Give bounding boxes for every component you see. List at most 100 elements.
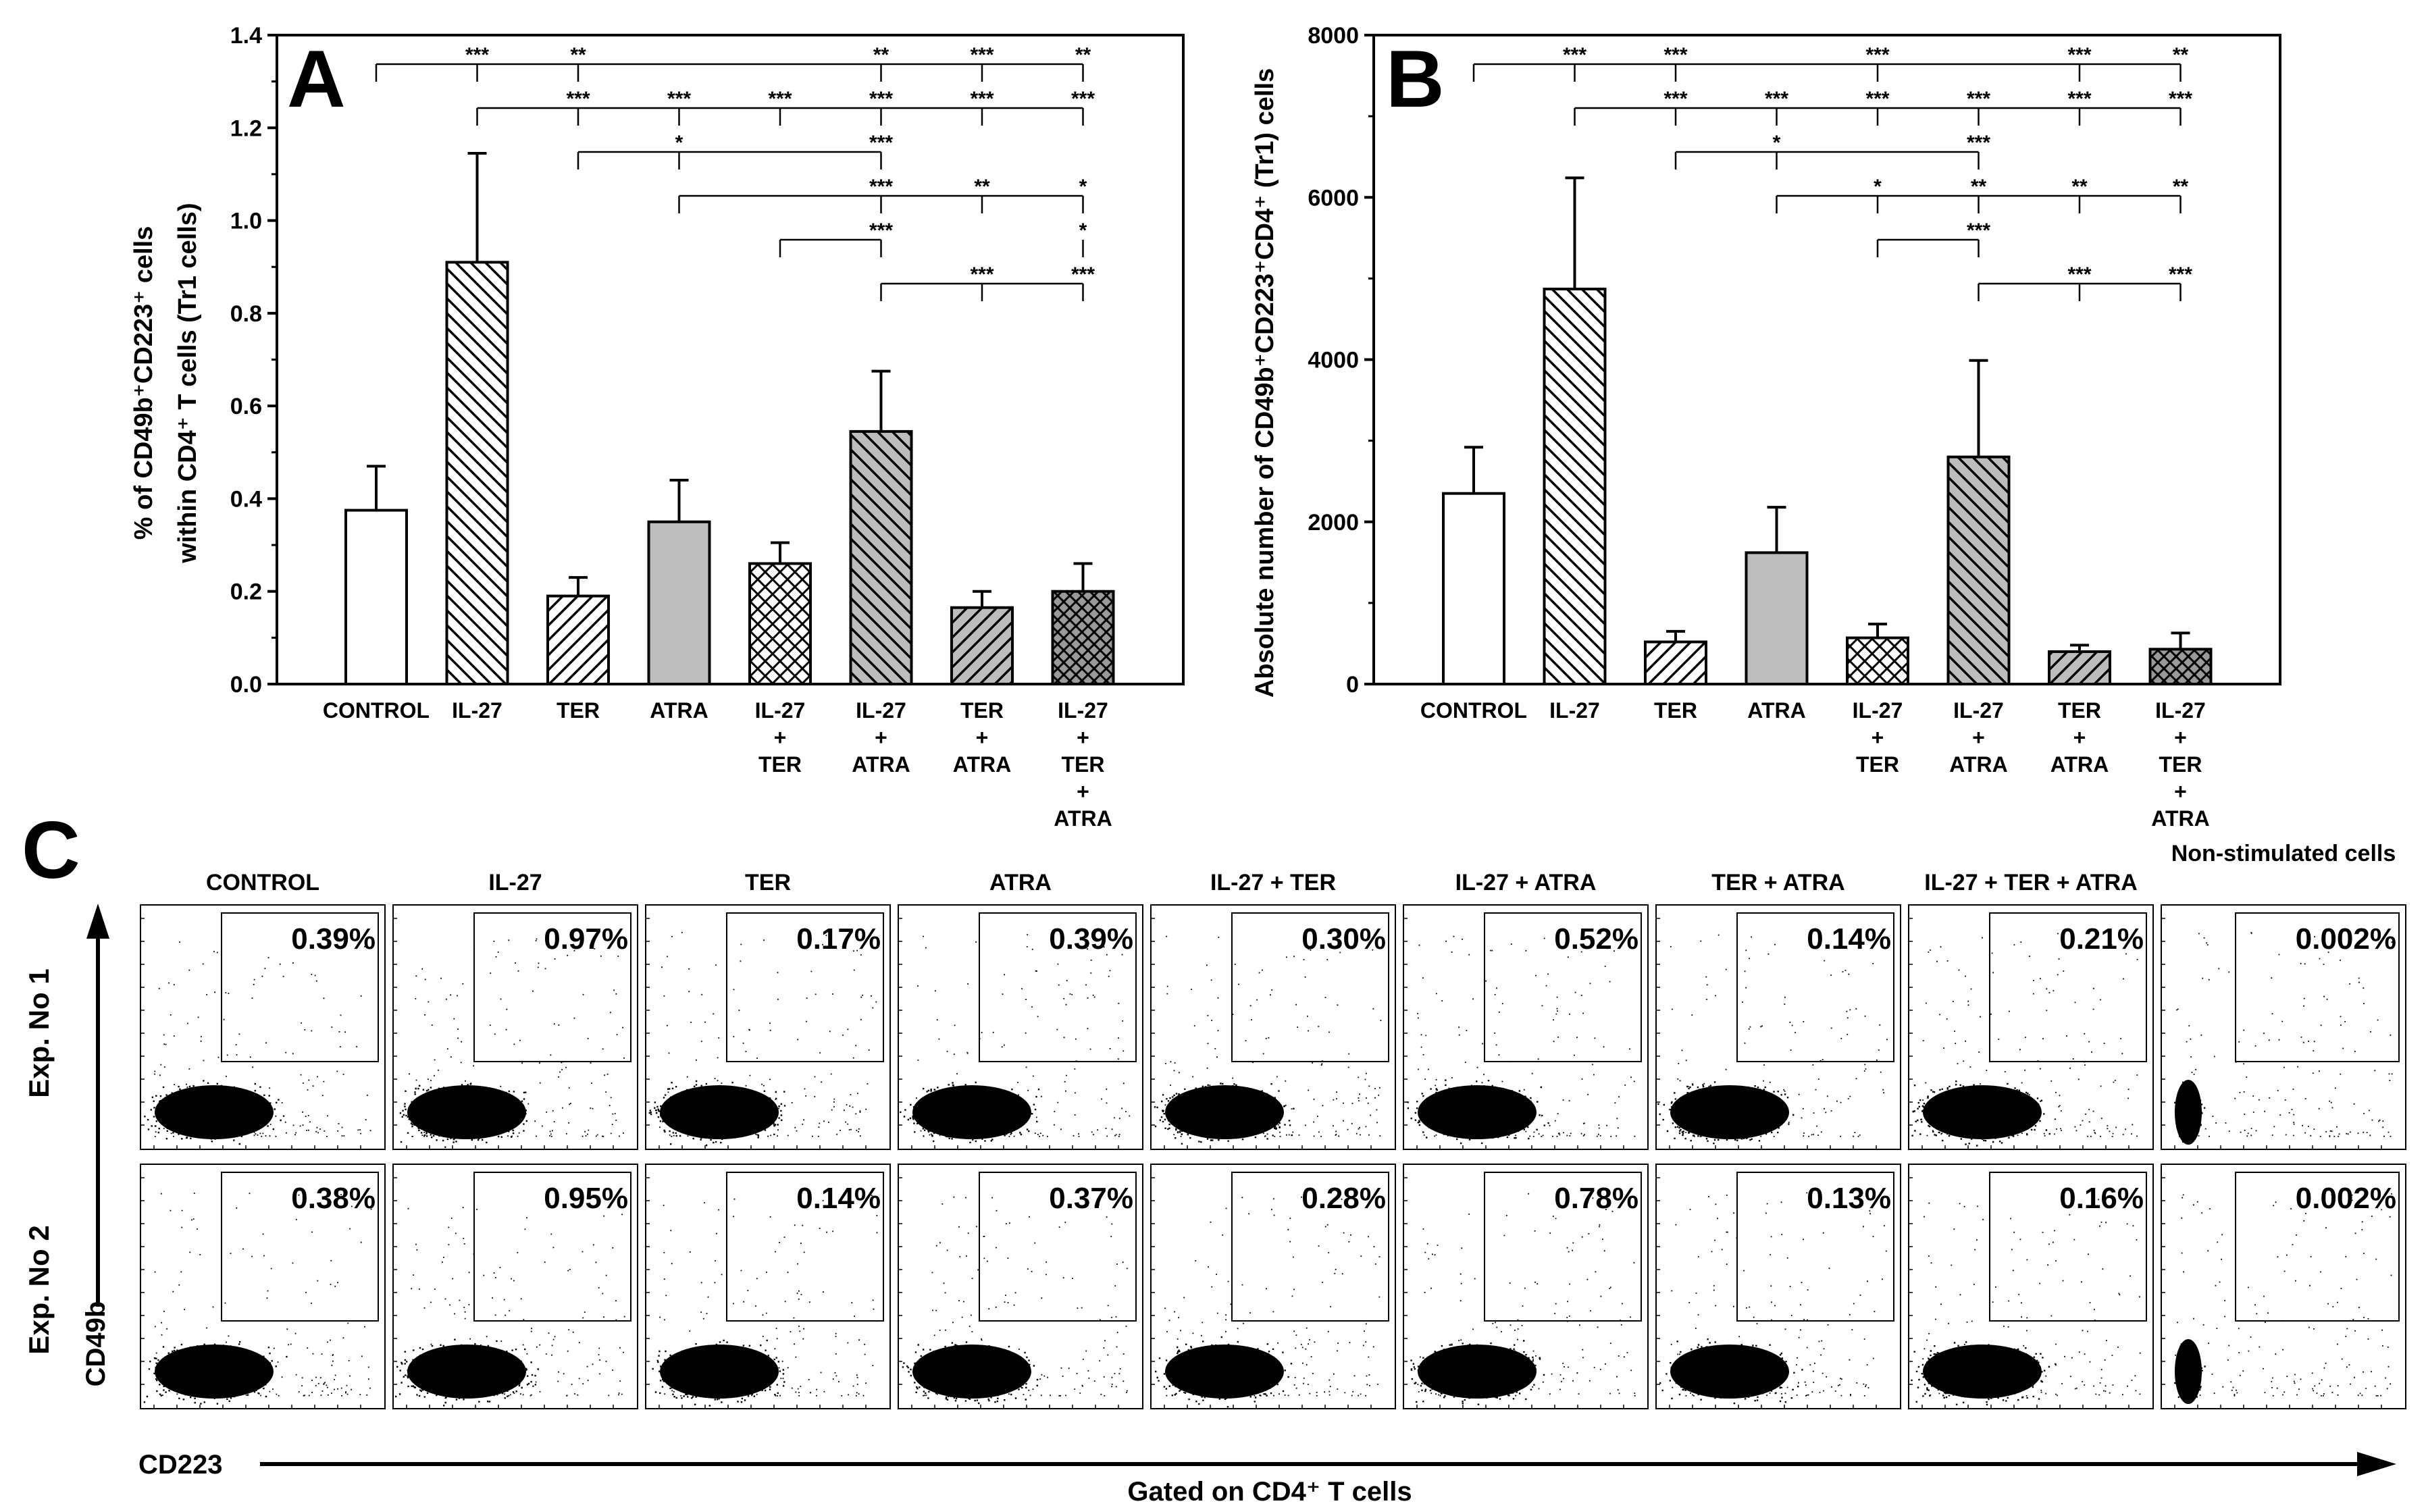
chart-a-category-label: IL-27 [452, 698, 502, 723]
flow-cell-population [1670, 1085, 1789, 1139]
chart-a-category-label: TER [960, 698, 1004, 723]
chart-a-sig-stars: ** [570, 44, 586, 66]
panel-label-b: B [1386, 34, 1445, 124]
chart-b-sig-stars: *** [1967, 88, 1990, 110]
chart-a-y-tick-label: 1.0 [230, 209, 262, 234]
chart-a-bar-7 [1051, 590, 1115, 686]
chart-a-sig-stars: * [1079, 219, 1087, 242]
chart-b-sig-stars: *** [1765, 88, 1788, 110]
y-axis-label-cd49b: CD49b [81, 1301, 111, 1387]
chart-b-bar-3 [1745, 551, 1809, 686]
chart-b-bar-0 [1442, 492, 1505, 685]
chart-a-y-tick-label: 0.0 [230, 672, 262, 698]
chart-a-category-label: TER [758, 752, 802, 777]
chart-b-category-label: IL-27 [1853, 698, 1903, 723]
condition-title-0: CONTROL [206, 870, 319, 895]
chart-a-sig-stars: *** [869, 132, 893, 154]
chart-b-sig-stars: ** [2173, 44, 2189, 66]
chart-b-sig-stars: ** [1971, 176, 1987, 198]
gate-percentage: 0.39% [1049, 922, 1133, 956]
chart-a-bar-5 [849, 429, 913, 685]
chart-a-sig-stars: * [675, 132, 683, 154]
flow-gate-quadrant [221, 1172, 379, 1322]
chart-b-sig-stars: *** [2169, 88, 2192, 110]
flow-cell-population [1165, 1085, 1284, 1139]
flow-cell-population [1418, 1085, 1537, 1139]
flow-cell-population [912, 1345, 1031, 1399]
row-label-exp1: Exp. No 1 [23, 968, 55, 1097]
chart-a-category-label: TER [557, 698, 600, 723]
condition-title-7: IL-27 + TER + ATRA [1924, 870, 2138, 895]
chart-b-category-label: + [1872, 725, 1884, 750]
x-axis-arrow-head [2357, 1452, 2396, 1476]
flow-cell-population [155, 1085, 274, 1139]
gate-percentage: 0.13% [1807, 1182, 1891, 1215]
chart-a-sig-stars: *** [869, 219, 893, 242]
gate-percentage: 0.17% [796, 922, 881, 956]
chart-b-category-label: CONTROL [1420, 698, 1527, 723]
chart-b-category-label: TER [2058, 698, 2101, 723]
flow-plot-frame [2161, 904, 2406, 1150]
chart-b-sig-stars: *** [1663, 44, 1687, 66]
chart-b-sig-stars: *** [1865, 88, 1889, 110]
chart-b-category-label: TER [1856, 752, 1899, 777]
chart-b-bar-4 [1846, 636, 1909, 685]
chart-a-sig-stars: *** [768, 88, 792, 110]
gate-percentage: 0.002% [2296, 1182, 2396, 1215]
chart-a-sig-stars: * [1079, 176, 1087, 198]
chart-a-sig-stars: *** [1071, 88, 1095, 110]
gate-percentage: 0.30% [1301, 922, 1386, 956]
flow-cell-population [660, 1345, 779, 1399]
flow-cell-population [1670, 1345, 1789, 1399]
panel-label-a: A [287, 34, 346, 124]
chart-a-y-tick-label: 0.2 [230, 579, 262, 605]
chart-a-sig-stars: *** [1071, 263, 1095, 286]
chart-b-category-label: IL-27 [1549, 698, 1600, 723]
chart-b-category-label: + [1972, 725, 1985, 750]
chart-a-category-label: + [976, 725, 989, 750]
gate-percentage: 0.37% [1049, 1182, 1133, 1215]
chart-a-bar-6 [950, 606, 1014, 685]
chart-b-bar-6 [2048, 650, 2111, 686]
chart-a: % of CD49b⁺CD223⁺ cells within CD4⁺ T ce… [130, 23, 1185, 831]
flow-gate-quadrant [221, 912, 379, 1062]
condition-title-3: ATRA [989, 870, 1052, 895]
chart-a-sig-stars: *** [566, 88, 590, 110]
condition-title-2: TER [745, 870, 791, 895]
chart-a-category-label: + [774, 725, 787, 750]
chart-a-bar-4 [748, 562, 812, 685]
chart-b: Absolute number of CD49b⁺CD223⁺CD4⁺ (Tr1… [1251, 23, 2281, 831]
flow-cell-population [1418, 1345, 1537, 1399]
chart-b-category-label: TER [1654, 698, 1697, 723]
flow-cell-population [1165, 1345, 1284, 1399]
x-axis-label-cd223: CD223 [138, 1450, 223, 1480]
chart-b-y-tick-label: 8000 [1308, 23, 1359, 49]
chart-a-category-label: IL-27 [1058, 698, 1108, 723]
condition-title-1: IL-27 [488, 870, 542, 895]
flow-gate-quadrant [726, 912, 884, 1062]
chart-a-category-label: IL-27 [856, 698, 906, 723]
flow-gate-quadrant [1736, 912, 1894, 1062]
panel-label-c: C [22, 805, 80, 895]
chart-a-category-label: + [1077, 725, 1089, 750]
chart-b-sig-stars: *** [2169, 263, 2192, 286]
chart-a-y-tick-label: 0.4 [230, 486, 262, 512]
gate-percentage: 0.16% [2059, 1182, 2144, 1215]
chart-a-bar-0 [344, 509, 408, 685]
chart-b-category-label: ATRA [1949, 752, 2008, 777]
chart-a-category-label: CONTROL [323, 698, 430, 723]
flow-gate-quadrant [1989, 912, 2147, 1062]
flow-cell-population [660, 1085, 779, 1139]
flow-gate-quadrant [473, 1172, 631, 1322]
chart-b-category-label: ATRA [1747, 698, 1806, 723]
chart-b-bar-2 [1644, 640, 1707, 685]
gate-percentage: 0.52% [1554, 922, 1638, 956]
chart-b-ylabel: Absolute number of CD49b⁺CD223⁺CD4⁺ (Tr1… [1251, 68, 1279, 698]
chart-a-category-label: + [1077, 779, 1089, 804]
chart-a-sig-stars: *** [465, 44, 489, 66]
chart-a-category-label: + [875, 725, 887, 750]
chart-a-sig-stars: *** [869, 176, 893, 198]
chart-b-sig-stars: ** [2173, 176, 2189, 198]
chart-a-y-tick-label: 1.4 [230, 23, 262, 49]
chart-a-sig-stars: *** [667, 88, 691, 110]
